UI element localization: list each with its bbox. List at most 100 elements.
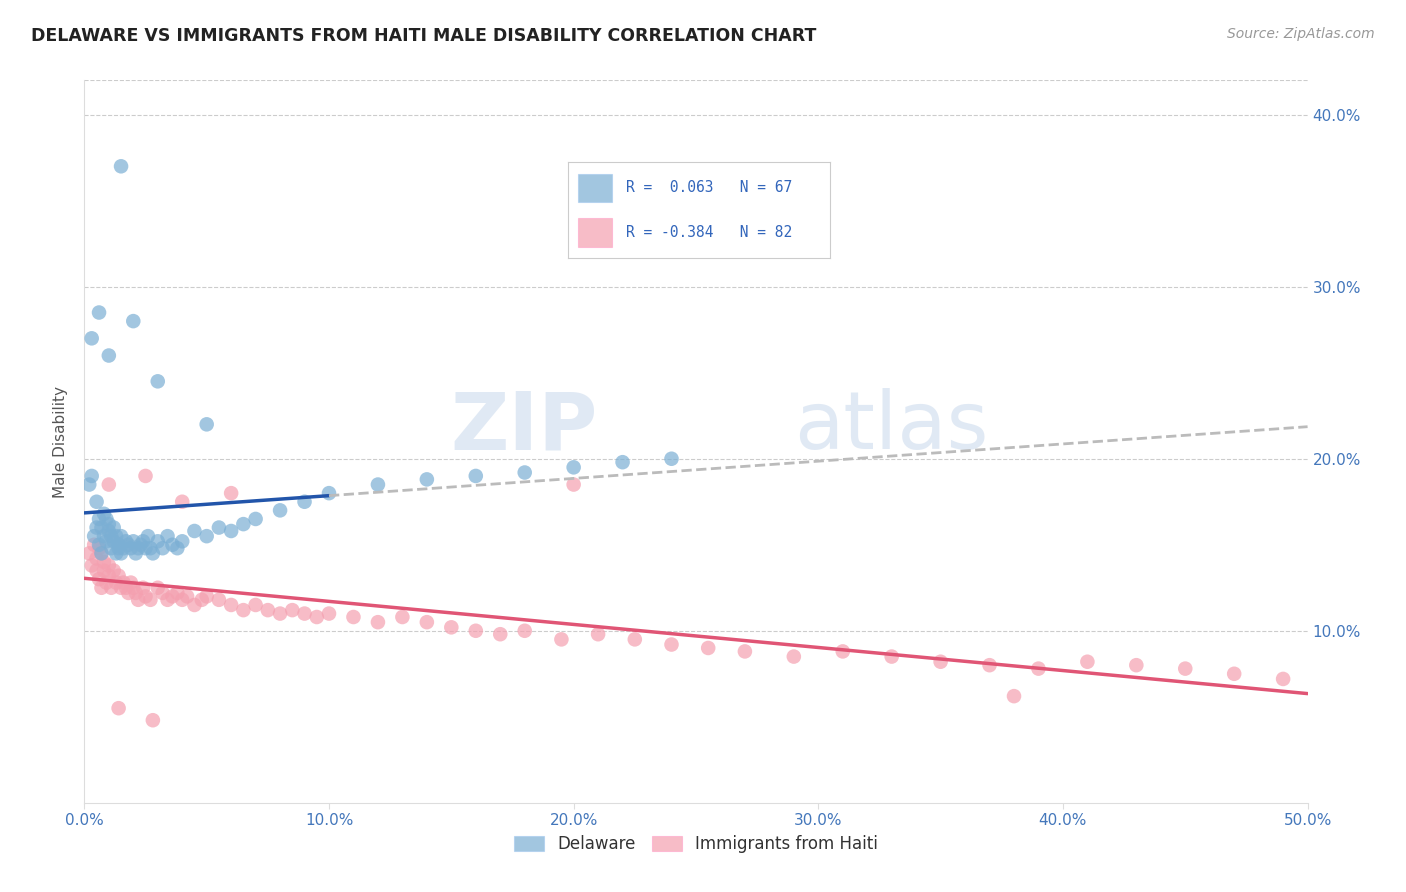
Point	[87, 538, 110, 552]
Point	[166, 586, 188, 600]
Point	[77, 546, 100, 560]
Point	[110, 546, 132, 560]
Point	[513, 466, 536, 480]
Point	[87, 572, 110, 586]
Point	[139, 541, 162, 556]
Text: DELAWARE VS IMMIGRANTS FROM HAITI MALE DISABILITY CORRELATION CHART: DELAWARE VS IMMIGRANTS FROM HAITI MALE D…	[31, 27, 817, 45]
Point	[139, 592, 162, 607]
Point	[156, 592, 179, 607]
Point	[86, 551, 108, 566]
Point	[122, 581, 145, 595]
Point	[146, 581, 169, 595]
Point	[208, 592, 231, 607]
Point	[110, 581, 132, 595]
Point	[624, 632, 647, 647]
Point	[281, 603, 304, 617]
Point	[219, 524, 242, 538]
Point	[489, 627, 512, 641]
Point	[77, 477, 100, 491]
Point	[191, 592, 214, 607]
Point	[152, 586, 174, 600]
Point	[97, 568, 120, 582]
Point	[132, 534, 155, 549]
Point	[142, 546, 165, 560]
Point	[734, 644, 756, 658]
Point	[162, 538, 184, 552]
Y-axis label: Male Disability: Male Disability	[53, 385, 69, 498]
Bar	[578, 218, 613, 246]
Point	[416, 472, 439, 486]
Point	[96, 512, 118, 526]
Text: ZIP: ZIP	[451, 388, 598, 467]
Point	[586, 627, 609, 641]
Point	[146, 375, 169, 389]
Point	[1125, 658, 1147, 673]
Point	[612, 455, 634, 469]
Point	[245, 512, 267, 526]
Text: R =  0.063   N = 67: R = 0.063 N = 67	[626, 180, 792, 195]
Point	[105, 529, 128, 543]
Point	[172, 494, 194, 508]
Point	[103, 520, 125, 534]
Point	[661, 451, 683, 466]
Point	[83, 529, 105, 543]
Point	[172, 592, 194, 607]
Point	[105, 575, 128, 590]
Point	[162, 590, 184, 604]
Point	[1076, 655, 1098, 669]
Point	[166, 541, 188, 556]
Point	[125, 586, 148, 600]
Point	[219, 486, 242, 500]
Point	[562, 460, 585, 475]
Point	[318, 607, 340, 621]
Point	[1272, 672, 1295, 686]
Point	[93, 564, 115, 578]
Point	[135, 590, 157, 604]
Point	[83, 538, 105, 552]
Point	[86, 494, 108, 508]
Point	[93, 507, 115, 521]
Point	[97, 558, 120, 573]
Bar	[578, 174, 613, 202]
Point	[120, 575, 142, 590]
Point	[195, 590, 218, 604]
Point	[120, 541, 142, 556]
Point	[97, 477, 120, 491]
Point	[562, 477, 585, 491]
Point	[112, 541, 135, 556]
Point	[132, 581, 155, 595]
Point	[135, 541, 157, 556]
Point	[97, 517, 120, 532]
Point	[979, 658, 1001, 673]
Point	[440, 620, 463, 634]
Point	[305, 610, 328, 624]
Point	[208, 520, 231, 534]
Point	[783, 649, 806, 664]
Point	[107, 538, 129, 552]
Point	[80, 331, 103, 345]
Point	[86, 520, 108, 534]
Point	[146, 534, 169, 549]
Point	[110, 529, 132, 543]
Point	[110, 159, 132, 173]
Point	[142, 713, 165, 727]
Point	[96, 534, 118, 549]
Point	[661, 638, 683, 652]
Point	[127, 592, 149, 607]
Point	[1002, 689, 1025, 703]
Point	[90, 546, 112, 560]
Point	[100, 529, 122, 543]
Point	[107, 568, 129, 582]
Point	[513, 624, 536, 638]
Point	[391, 610, 413, 624]
Point	[90, 546, 112, 560]
Point	[107, 701, 129, 715]
Point	[112, 575, 135, 590]
Point	[156, 529, 179, 543]
Point	[90, 520, 112, 534]
Point	[90, 581, 112, 595]
Point	[342, 610, 364, 624]
Point	[97, 349, 120, 363]
Text: R = -0.384   N = 82: R = -0.384 N = 82	[626, 225, 792, 240]
Point	[100, 541, 122, 556]
